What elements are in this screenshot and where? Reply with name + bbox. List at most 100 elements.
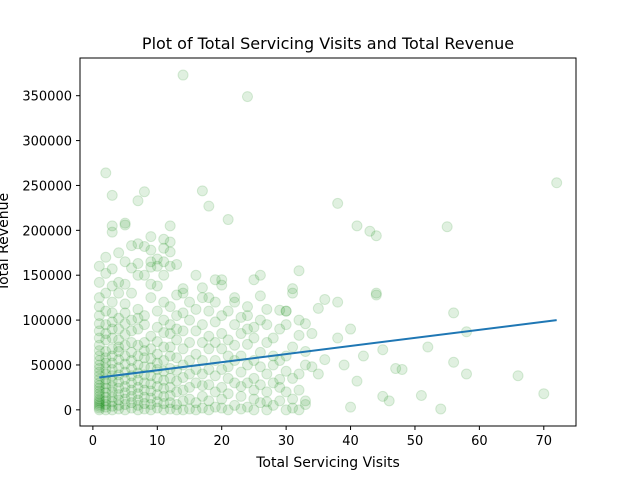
data-point [190, 325, 202, 337]
data-point [93, 390, 105, 402]
data-point [248, 372, 260, 384]
data-point [158, 314, 170, 326]
data-point [551, 177, 563, 189]
data-point [164, 397, 176, 409]
data-point [151, 396, 163, 408]
data-point [216, 402, 228, 414]
data-point [93, 318, 105, 330]
data-point [254, 269, 266, 281]
data-point [254, 379, 266, 391]
data-point [209, 337, 221, 349]
data-point [113, 323, 125, 335]
data-point [106, 280, 118, 292]
data-point [93, 354, 105, 366]
data-point [126, 384, 138, 396]
data-point [209, 316, 221, 328]
data-point [93, 292, 105, 304]
data-point [113, 334, 125, 346]
data-point [93, 398, 105, 410]
data-point [254, 397, 266, 409]
data-point [100, 319, 112, 331]
data-point [171, 352, 183, 364]
data-point [145, 231, 157, 243]
data-point [280, 305, 292, 317]
data-point [235, 328, 247, 340]
data-point [241, 91, 253, 103]
data-point [113, 354, 125, 366]
data-point [158, 296, 170, 308]
data-point [106, 220, 118, 232]
data-point [119, 278, 131, 290]
y-tick-label: 250000 [22, 179, 72, 194]
data-point [151, 381, 163, 393]
data-point [448, 307, 460, 319]
data-point [119, 307, 131, 319]
data-point [351, 375, 363, 387]
data-point [190, 377, 202, 389]
data-point [145, 256, 157, 268]
data-point [126, 337, 138, 349]
data-point [164, 350, 176, 362]
data-point [370, 289, 382, 301]
data-point [216, 363, 228, 375]
data-point [106, 189, 118, 201]
data-point [190, 404, 202, 416]
data-point [235, 311, 247, 323]
data-point [196, 390, 208, 402]
data-point [229, 339, 241, 351]
data-point [222, 404, 234, 416]
data-point [299, 359, 311, 371]
data-point [351, 220, 363, 232]
data-point [132, 238, 144, 250]
data-point [100, 404, 112, 416]
data-point [138, 345, 150, 357]
x-axis-ticks: 0 10 20 30 40 50 60 70 [89, 426, 552, 449]
data-point [235, 381, 247, 393]
data-point [209, 401, 221, 413]
data-point [119, 387, 131, 399]
data-point [93, 332, 105, 344]
data-point [229, 292, 241, 304]
data-point [306, 328, 318, 340]
data-point [100, 378, 112, 390]
data-point [209, 274, 221, 286]
data-point [138, 398, 150, 410]
data-point [126, 397, 138, 409]
data-point [145, 278, 157, 290]
data-point [280, 386, 292, 398]
data-point [93, 400, 105, 412]
data-point [184, 393, 196, 405]
data-point [132, 258, 144, 270]
data-point [177, 69, 189, 81]
data-point [196, 337, 208, 349]
data-point [93, 345, 105, 357]
data-point [377, 344, 389, 356]
data-point [106, 381, 118, 393]
data-point [113, 389, 125, 401]
data-point [93, 377, 105, 389]
data-point [151, 389, 163, 401]
data-point [132, 374, 144, 386]
data-point [151, 253, 163, 265]
data-point [93, 402, 105, 414]
data-point [138, 269, 150, 281]
data-point [138, 384, 150, 396]
data-point [126, 262, 138, 274]
data-point [171, 258, 183, 270]
data-point [93, 370, 105, 382]
data-point [93, 339, 105, 351]
y-tick-label: 300000 [22, 135, 72, 150]
data-point [164, 403, 176, 415]
data-point [106, 307, 118, 319]
data-point [119, 256, 131, 268]
data-point [113, 346, 125, 357]
data-point [241, 359, 253, 371]
data-point [138, 310, 150, 322]
y-tick-label: 0 [64, 404, 72, 419]
data-point [113, 394, 125, 406]
y-tick-label: 350000 [22, 90, 72, 105]
data-point [113, 376, 125, 388]
data-point [119, 404, 131, 416]
